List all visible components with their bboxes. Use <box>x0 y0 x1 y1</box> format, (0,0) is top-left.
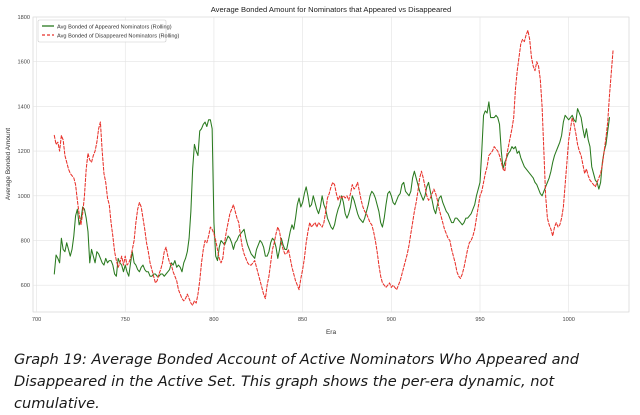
line-chart: Average Bonded Amount for Nominators tha… <box>5 5 630 336</box>
series-line-disappeared <box>53 29 614 306</box>
y-axis-ticks: 600 800 1000 1200 1400 1600 1800 <box>18 15 30 289</box>
plot-area: 600 800 1000 1200 1400 1600 1800 700 750 800 850 9… <box>18 15 630 323</box>
series-line-appeared <box>53 101 611 277</box>
x-tick-label: 700 <box>32 317 41 323</box>
y-axis-label: Average Bonded Amount <box>5 128 12 200</box>
x-tick-label: 1000 <box>562 317 574 323</box>
x-axis-label: Era <box>326 329 337 336</box>
legend-label-disappeared: Avg Bonded of Disappeared Nominators (Ro… <box>57 33 180 39</box>
y-tick-label: 800 <box>21 238 30 244</box>
x-axis-ticks: 700 750 800 850 900 950 1000 <box>32 317 575 323</box>
y-tick-label: 1600 <box>18 60 30 66</box>
grid-lines <box>33 16 629 312</box>
y-tick-label: 1400 <box>18 104 30 110</box>
caption-line-2: Disappeared in the Active Set. This grap… <box>14 373 555 412</box>
x-tick-label: 750 <box>121 317 130 323</box>
y-tick-label: 1800 <box>18 15 30 21</box>
x-tick-label: 800 <box>209 317 218 323</box>
x-tick-label: 900 <box>387 317 396 323</box>
y-tick-label: 1200 <box>18 149 30 155</box>
legend-entry-appeared: Avg Bonded of Appeared Nominators (Rolli… <box>42 24 172 30</box>
legend-label-appeared: Avg Bonded of Appeared Nominators (Rolli… <box>57 24 172 30</box>
caption-line-1: Graph 19: Average Bonded Account of Acti… <box>14 351 580 368</box>
legend-entry-disappeared: Avg Bonded of Disappeared Nominators (Ro… <box>42 33 180 39</box>
figure-caption: Graph 19: Average Bonded Account of Acti… <box>14 349 630 415</box>
series-layer <box>53 29 614 306</box>
y-tick-label: 1000 <box>18 194 30 200</box>
chart-title: Average Bonded Amount for Nominators tha… <box>211 5 451 14</box>
x-tick-label: 950 <box>475 317 484 323</box>
y-tick-label: 600 <box>21 283 30 289</box>
legend: Avg Bonded of Appeared Nominators (Rolli… <box>37 19 180 43</box>
x-tick-label: 850 <box>298 317 307 323</box>
